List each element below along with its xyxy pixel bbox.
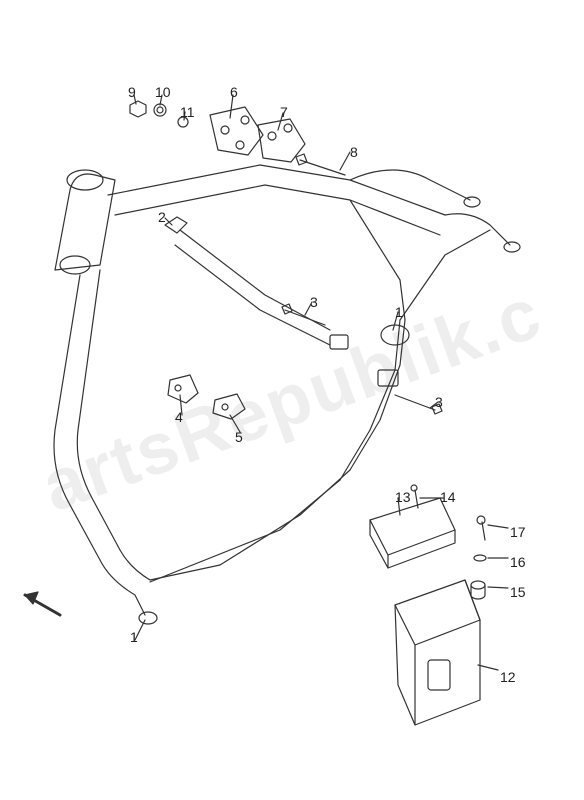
callout-13: 13 xyxy=(395,490,411,504)
callout-2: 2 xyxy=(158,210,166,224)
callout-9: 9 xyxy=(128,85,136,99)
callout-6: 6 xyxy=(230,85,238,99)
callout-8: 8 xyxy=(350,145,358,159)
callout-5: 5 xyxy=(235,430,243,444)
callout-1b: 1 xyxy=(395,305,403,319)
callout-11: 11 xyxy=(180,105,195,119)
callout-17: 17 xyxy=(510,525,526,539)
callout-15: 15 xyxy=(510,585,526,599)
callout-16: 16 xyxy=(510,555,526,569)
callout-7: 7 xyxy=(280,105,288,119)
frame-diagram xyxy=(0,0,584,800)
callout-14: 14 xyxy=(440,490,456,504)
callout-1a: 1 xyxy=(130,630,138,644)
callout-3a: 3 xyxy=(310,295,318,309)
callout-10: 10 xyxy=(155,85,171,99)
callout-3b: 3 xyxy=(435,395,443,409)
callout-12: 12 xyxy=(500,670,516,684)
callout-4: 4 xyxy=(175,410,183,424)
